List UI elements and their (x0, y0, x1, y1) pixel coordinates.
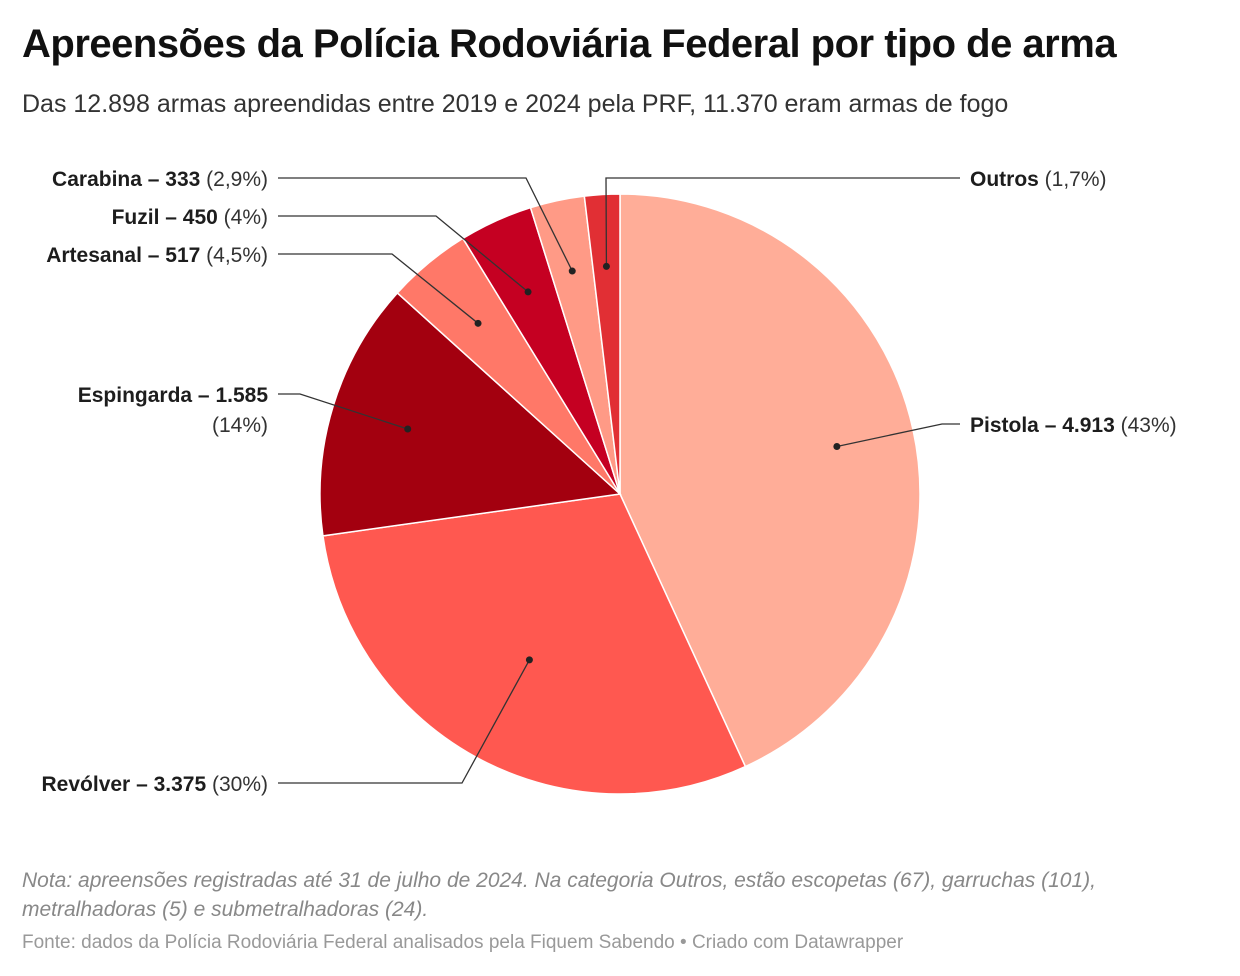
leader-dot-revólver (525, 656, 533, 664)
slice-label-name: Carabina – 333 (52, 168, 200, 191)
slice-label-revólver: Revólver – 3.375 (30%) (42, 773, 268, 796)
leader-lines (278, 177, 960, 784)
slice-label-outros: Outros (1,7%) (970, 168, 1107, 191)
slice-label-percent: (4%) (218, 206, 268, 229)
slice-label-name: Fuzil – 450 (112, 206, 218, 229)
leader-line-pistola (836, 423, 960, 448)
slice-label-percent: (2,9%) (200, 168, 268, 191)
pie-chart: Pistola – 4.913 (43%) Revólver – 3.375 (3… (42, 168, 1177, 796)
slice-label-name: Outros (970, 168, 1039, 191)
slice-label-percent: (43%) (1115, 414, 1177, 437)
slice-label-percent: (1,7%) (1039, 168, 1107, 191)
leader-dot-carabina (568, 267, 576, 275)
chart-subtitle: Das 12.898 armas apreendidas entre 2019 … (22, 90, 1009, 118)
footnote: Nota: apreensões registradas até 31 de j… (22, 869, 1096, 921)
leader-line-revólver (278, 659, 530, 784)
leader-dot-artesanal (474, 319, 482, 327)
slice-label-percent: (14%) (212, 414, 268, 437)
slice-label-espingarda: Espingarda – 1.585 (14%) (78, 384, 269, 437)
slice-label-name: Pistola – 4.913 (970, 414, 1115, 437)
slice-label-name: Artesanal – 517 (46, 244, 200, 267)
chart-title: Apreensões da Polícia Rodoviária Federal… (22, 22, 1117, 66)
leader-dot-espingarda (404, 425, 412, 433)
leader-line-fuzil (278, 215, 529, 293)
source-credit: Fonte: dados da Polícia Rodoviária Feder… (22, 932, 904, 953)
slice-label-fuzil: Fuzil – 450 (4%) (112, 206, 268, 229)
leader-dot-outros (602, 262, 610, 270)
slice-label-carabina: Carabina – 333 (2,9%) (52, 168, 268, 191)
pie-slice-outros (583, 193, 621, 495)
slice-label-name: Revólver – 3.375 (42, 773, 207, 796)
leader-line-outros (605, 177, 960, 267)
leader-dot-fuzil (524, 288, 532, 296)
leader-line-artesanal (278, 253, 479, 324)
slice-labels: Pistola – 4.913 (43%) Revólver – 3.375 (3… (42, 168, 1177, 796)
slice-label-name: Espingarda – 1.585 (78, 384, 269, 407)
leader-line-espingarda (278, 393, 408, 430)
slice-label-artesanal: Artesanal – 517 (4,5%) (46, 244, 268, 267)
slice-label-pistola: Pistola – 4.913 (43%) (970, 414, 1177, 437)
leader-line-carabina (278, 177, 573, 272)
pie-slice-espingarda (319, 291, 622, 537)
slice-label-percent: (30%) (206, 773, 268, 796)
leader-dot-pistola (833, 443, 841, 451)
slice-label-percent: (4,5%) (200, 244, 268, 267)
pie-slices (319, 193, 921, 795)
